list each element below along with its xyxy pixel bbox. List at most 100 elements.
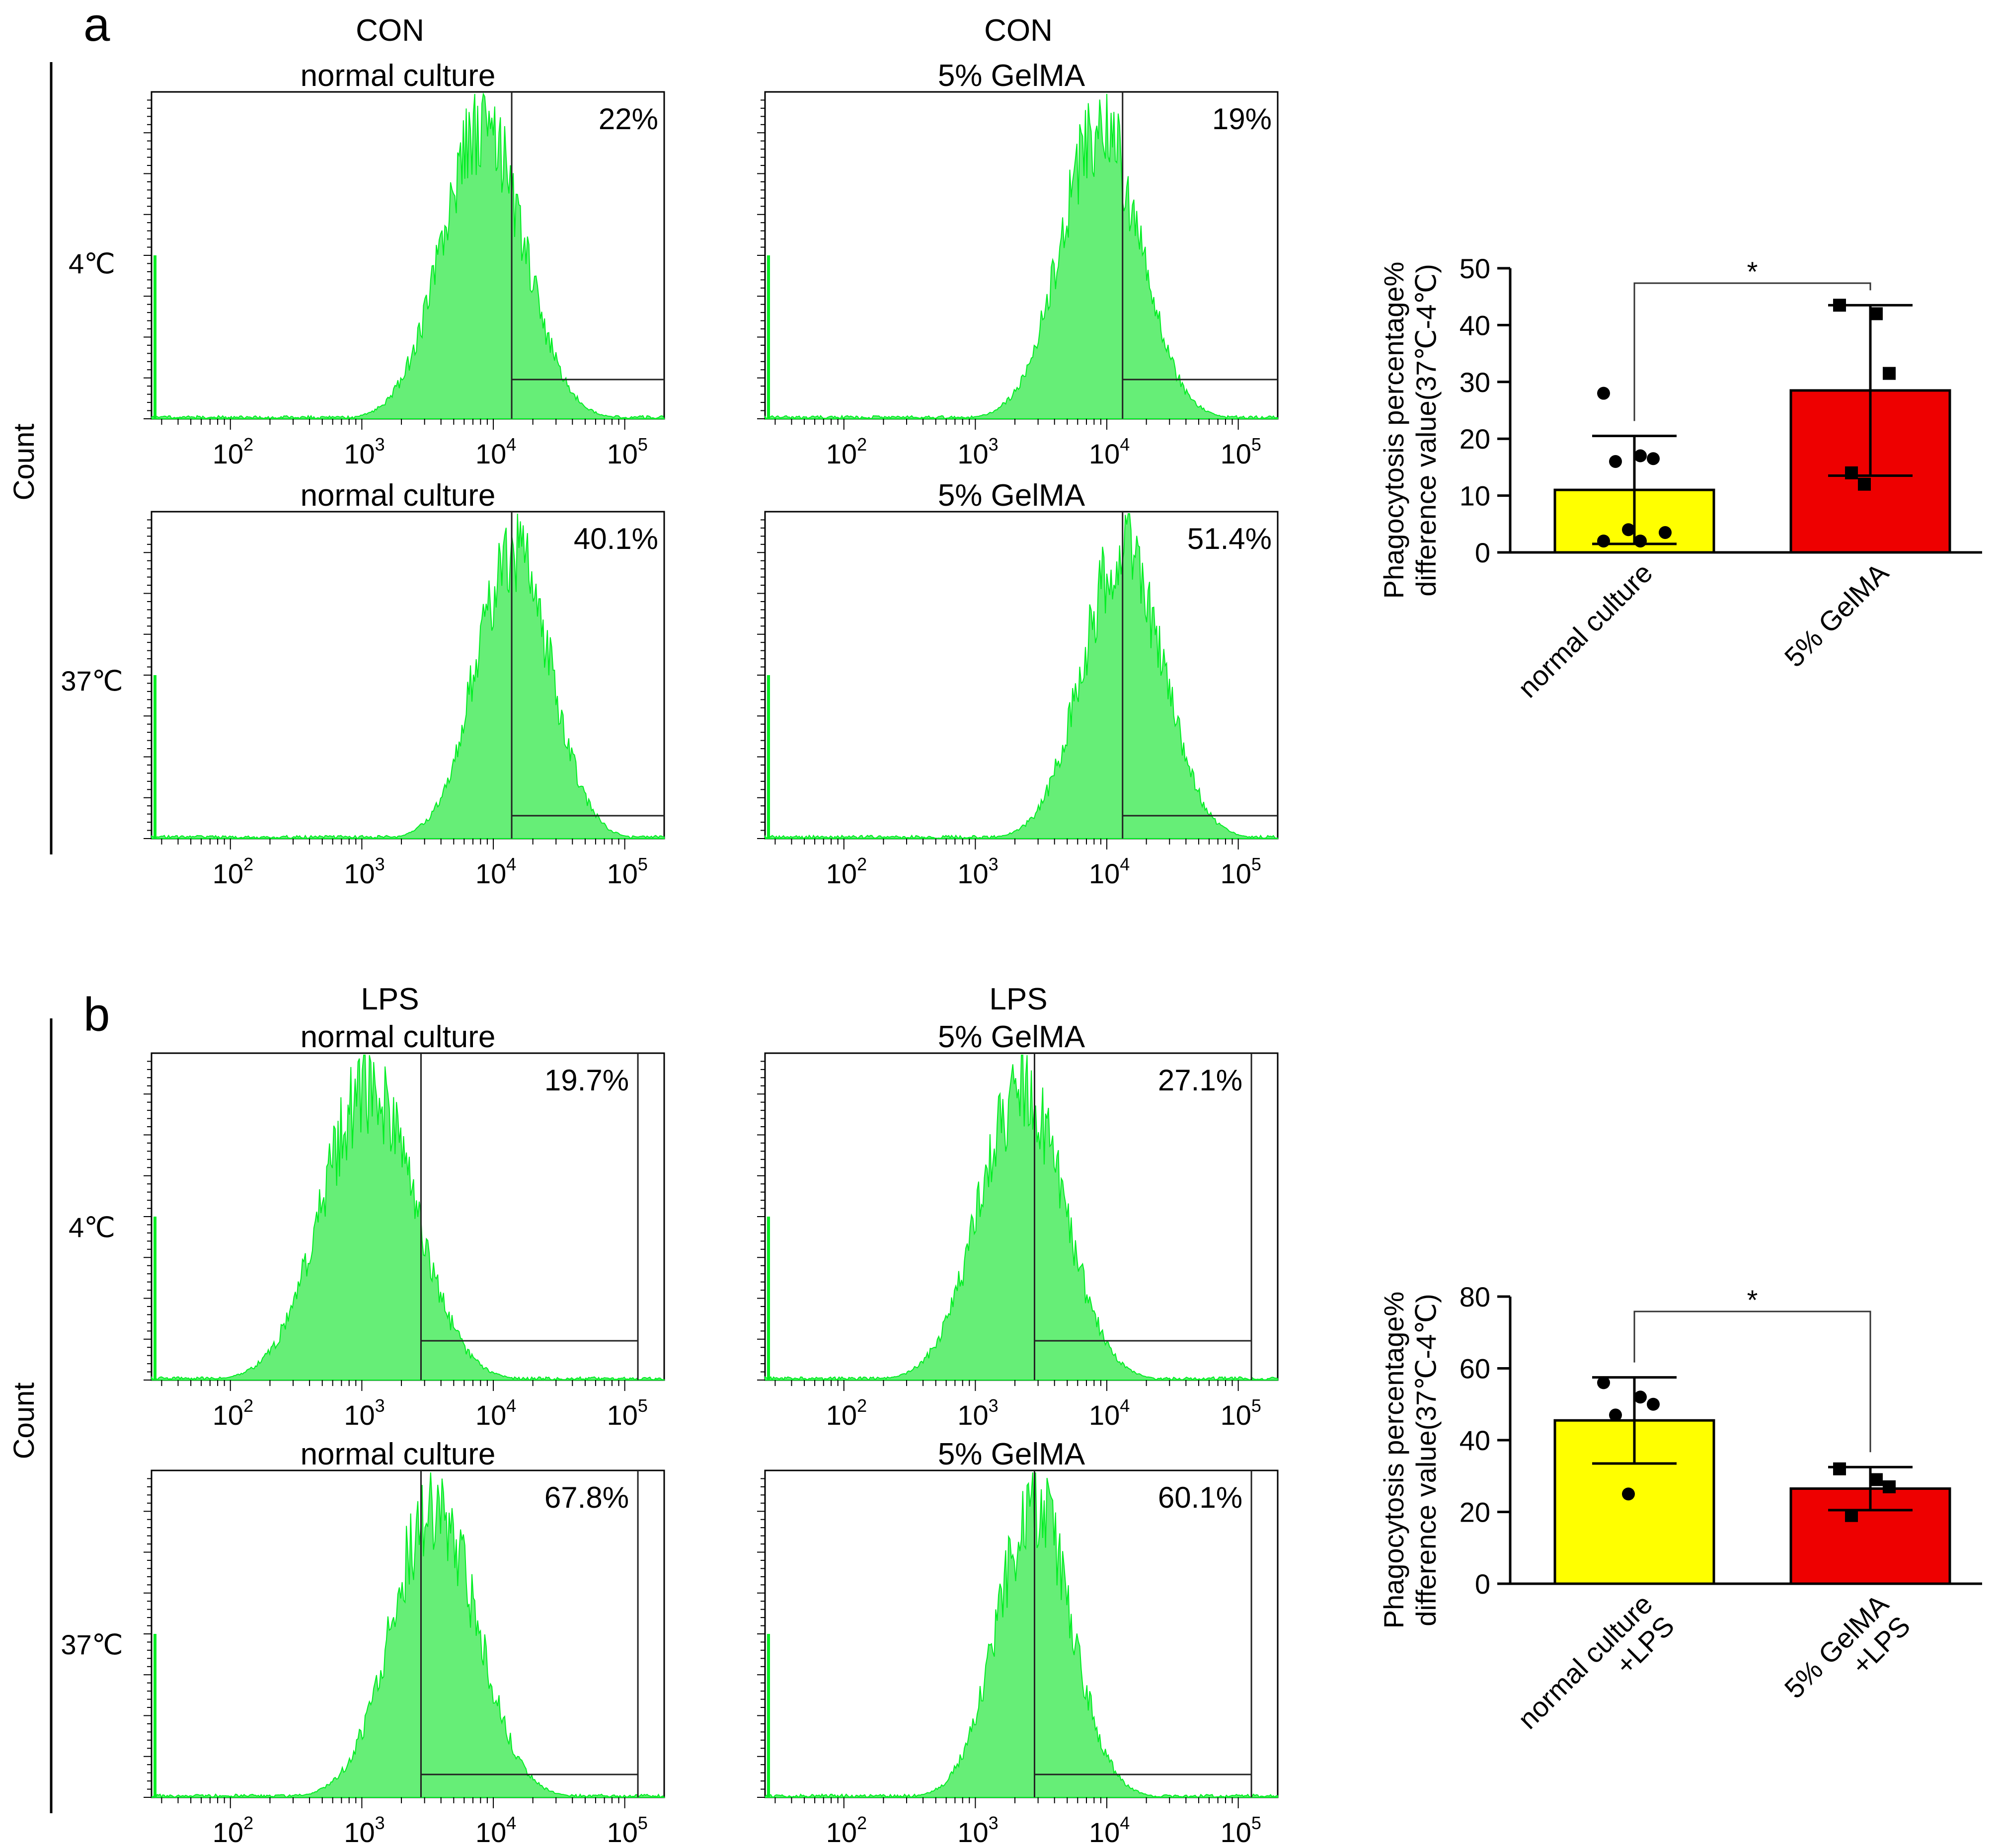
x-tick-label: 104 bbox=[1089, 854, 1130, 889]
x-tick-label: 102 bbox=[213, 1395, 253, 1431]
histogram-edge-spike bbox=[154, 675, 156, 839]
histogram-distribution bbox=[765, 513, 1278, 840]
data-point bbox=[1609, 1408, 1622, 1422]
bar-chart-y-tick-label: 20 bbox=[1460, 423, 1490, 455]
gate-percent-label: 67.8% bbox=[544, 1481, 629, 1514]
x-tick-label: 102 bbox=[826, 1395, 867, 1431]
bar-chart-y-tick-label: 40 bbox=[1460, 1425, 1490, 1456]
x-tick-label: 103 bbox=[957, 854, 998, 889]
data-point bbox=[1634, 449, 1647, 462]
bar-category-label: normal culture+LPS bbox=[1512, 1588, 1680, 1757]
x-tick-label: 102 bbox=[213, 1813, 253, 1848]
x-tick-label: 105 bbox=[1221, 854, 1261, 889]
x-tick-label: 103 bbox=[344, 854, 384, 889]
histogram-edge-spike bbox=[154, 1217, 156, 1380]
histogram-title: 5% GelMA bbox=[938, 478, 1085, 513]
column-condition-b-2: LPS bbox=[989, 982, 1047, 1016]
histogram-edge-spike bbox=[767, 1217, 770, 1380]
data-point bbox=[1870, 307, 1883, 320]
histogram-distribution bbox=[151, 92, 665, 420]
column-condition-b-1: LPS bbox=[361, 982, 419, 1016]
histogram-edge-spike bbox=[767, 675, 770, 839]
x-tick-label: 102 bbox=[826, 854, 867, 889]
significance-star: * bbox=[1747, 1284, 1758, 1315]
histogram-a-4c-normal-culture: normal culture 22% 102 103 104 105 bbox=[144, 59, 665, 469]
bar-chart-y-tick-label: 60 bbox=[1460, 1353, 1490, 1385]
row-label-b-37c: 37℃ bbox=[61, 1629, 123, 1660]
x-tick-label: 102 bbox=[213, 434, 253, 469]
panel-letter-a: a bbox=[83, 0, 110, 51]
histogram-distribution bbox=[151, 1055, 665, 1381]
data-point bbox=[1634, 535, 1647, 548]
x-tick-label: 105 bbox=[607, 1813, 648, 1848]
bar-chart-y-tick-label: 0 bbox=[1475, 537, 1490, 568]
x-tick-label: 104 bbox=[475, 1813, 516, 1848]
histogram-a-4c-gelma: 5% GelMA 19% 102 103 104 105 bbox=[757, 59, 1279, 469]
x-tick-label: 105 bbox=[1221, 434, 1261, 469]
column-condition-a-2: CON bbox=[984, 13, 1053, 48]
histogram-distribution bbox=[765, 1472, 1278, 1798]
x-tick-label: 103 bbox=[957, 1395, 998, 1431]
bar-chart-y-tick-label: 50 bbox=[1460, 253, 1490, 284]
gate-percent-label: 60.1% bbox=[1158, 1481, 1242, 1514]
data-point bbox=[1609, 455, 1622, 468]
histogram-b-4c-gelma: 5% GelMA 27.1% 102 103 104 105 bbox=[757, 1020, 1279, 1431]
gate-percent-label: 27.1% bbox=[1158, 1064, 1242, 1097]
significance-bracket bbox=[1633, 1310, 1871, 1453]
data-point bbox=[1647, 452, 1660, 465]
data-point bbox=[1597, 535, 1610, 548]
bar-chart-y-tick-label: 30 bbox=[1460, 367, 1490, 398]
histogram-edge-spike bbox=[154, 1634, 156, 1797]
histogram-edge-spike bbox=[767, 1634, 770, 1797]
x-tick-label: 103 bbox=[344, 1395, 384, 1431]
count-label-b: Count bbox=[8, 1383, 40, 1460]
histogram-edge-spike bbox=[767, 255, 770, 419]
data-point bbox=[1622, 523, 1635, 537]
data-point bbox=[1858, 477, 1871, 491]
bar-category-label: normal culture bbox=[1512, 557, 1658, 703]
histogram-frame bbox=[151, 511, 665, 840]
bar-chart-ylabel-line1: Phagocytosis percentage% bbox=[1378, 1292, 1409, 1629]
bar-chart-y-tick-label: 10 bbox=[1460, 480, 1490, 512]
count-label-a: Count bbox=[8, 424, 40, 501]
histogram-frame bbox=[764, 91, 1279, 420]
histogram-distribution bbox=[765, 1055, 1278, 1381]
histogram-title: 5% GelMA bbox=[938, 1437, 1085, 1471]
x-tick-label: 103 bbox=[957, 1813, 998, 1848]
x-tick-label: 105 bbox=[607, 1395, 648, 1431]
bar-category-label: 5% GelMA+LPS bbox=[1778, 1588, 1917, 1726]
data-point bbox=[1597, 386, 1610, 400]
histogram-a-37c-normal-culture: normal culture 40.1% 102 103 104 105 bbox=[144, 478, 665, 889]
panel-letter-b: b bbox=[83, 988, 110, 1041]
row-label-b-4c: 4℃ bbox=[69, 1212, 115, 1243]
data-point bbox=[1622, 1487, 1635, 1501]
histogram-frame bbox=[764, 511, 1279, 840]
gate-percent-label: 40.1% bbox=[574, 522, 658, 555]
row-label-a-4c: 4℃ bbox=[69, 248, 115, 279]
data-point bbox=[1845, 1509, 1858, 1522]
data-point bbox=[1833, 299, 1846, 312]
x-tick-label: 104 bbox=[475, 434, 516, 469]
bar-category-label: 5% GelMA bbox=[1778, 556, 1895, 673]
x-tick-label: 103 bbox=[344, 1813, 384, 1848]
histogram-distribution bbox=[151, 1472, 666, 1798]
gate-percent-label: 22% bbox=[599, 102, 658, 136]
data-point bbox=[1883, 1480, 1896, 1493]
x-tick-label: 105 bbox=[607, 434, 648, 469]
data-point bbox=[1634, 1390, 1647, 1404]
histogram-title: 5% GelMA bbox=[938, 59, 1085, 93]
x-tick-label: 105 bbox=[607, 854, 648, 889]
x-tick-label: 102 bbox=[826, 434, 867, 469]
histogram-title: normal culture bbox=[301, 1437, 496, 1471]
data-point bbox=[1883, 367, 1896, 380]
x-tick-label: 103 bbox=[344, 434, 384, 469]
bar-chart-lps: Phagocytosis percentage% difference valu… bbox=[1378, 1281, 1982, 1757]
bar-chart-con: Phagocytosis percentage% difference valu… bbox=[1378, 253, 1982, 703]
histogram-distribution bbox=[765, 93, 1278, 420]
histogram-b-37c-gelma: 5% GelMA 60.1% 102 103 104 105 bbox=[757, 1437, 1279, 1848]
bar-chart-ylabel-line2: difference value(37℃-4℃) bbox=[1410, 264, 1442, 597]
bar-chart-ylabel-line1: Phagocytosis percentage% bbox=[1378, 262, 1409, 599]
bar-chart-y-tick-label: 80 bbox=[1460, 1281, 1490, 1312]
significance-star: * bbox=[1747, 256, 1758, 287]
